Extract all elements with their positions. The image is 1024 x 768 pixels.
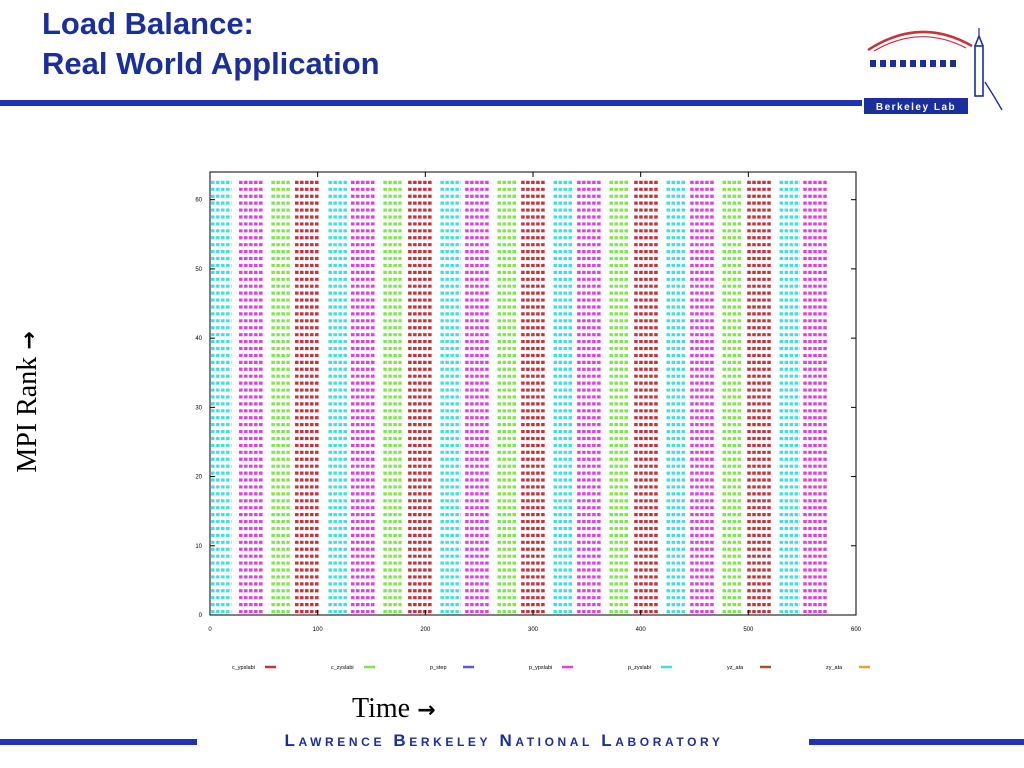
top-rule bbox=[0, 100, 862, 106]
x-tick-label: 100 bbox=[313, 627, 324, 633]
legend-label: p_ypslabi bbox=[529, 665, 552, 671]
slide-title: Load Balance: Real World Application bbox=[42, 4, 380, 84]
y-tick-label: 40 bbox=[195, 336, 202, 342]
y-tick-label: 60 bbox=[195, 198, 202, 204]
legend-label: yz_ata bbox=[727, 665, 744, 671]
legend-label: c_ypslabi bbox=[232, 665, 255, 671]
x-tick-label: 200 bbox=[420, 627, 431, 633]
berkeley-lab-logo: Berkeley Lab bbox=[864, 28, 1003, 114]
legend-label: zy_ata bbox=[826, 665, 843, 671]
y-tick-label: 10 bbox=[195, 544, 202, 550]
x-tick-label: 0 bbox=[208, 627, 212, 633]
x-tick-label: 300 bbox=[528, 627, 539, 633]
interval-bars bbox=[211, 180, 829, 614]
title-line-1: Load Balance: bbox=[42, 6, 254, 41]
legend-label: p_step bbox=[430, 665, 447, 671]
x-tick-label: 600 bbox=[851, 627, 862, 633]
x-tick-label: 400 bbox=[636, 627, 647, 633]
y-tick-label: 50 bbox=[195, 267, 202, 273]
footer-lab-name: Lawrence Berkeley National Laboratory bbox=[284, 731, 724, 750]
footer-rule-right bbox=[809, 739, 1024, 745]
y-tick-label: 20 bbox=[195, 475, 202, 481]
y-axis-title-text: MPI Rank bbox=[12, 356, 43, 473]
legend-label: p_zyslabi bbox=[628, 665, 651, 671]
arrow-icon: → bbox=[417, 698, 436, 723]
x-axis-title: Time → bbox=[352, 692, 436, 728]
legend-label: c_zyslabi bbox=[331, 665, 354, 671]
footer-rule-left bbox=[0, 739, 197, 745]
x-axis-title-text: Time bbox=[352, 693, 411, 724]
logo-text: Berkeley Lab bbox=[876, 102, 956, 113]
y-tick-label: 30 bbox=[195, 405, 202, 411]
y-tick-label: 0 bbox=[199, 613, 203, 619]
y-axis-title: MPI Rank → bbox=[11, 312, 45, 492]
x-tick-label: 500 bbox=[743, 627, 754, 633]
arrow-icon: → bbox=[17, 331, 42, 350]
title-line-2: Real World Application bbox=[42, 46, 380, 81]
